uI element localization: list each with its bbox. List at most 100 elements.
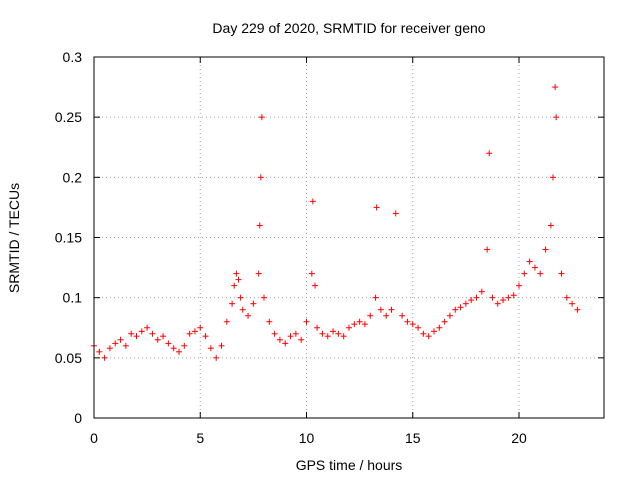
x-tick-label: 0 (90, 430, 98, 446)
y-axis-ticks: 0 0.05 0.1 0.15 0.2 0.25 0.3 (55, 49, 604, 426)
data-point (531, 264, 538, 271)
data-point (197, 324, 204, 331)
x-axis-ticks: 0 5 10 15 20 (90, 57, 527, 446)
data-point (367, 312, 374, 319)
data-point (261, 294, 267, 301)
data-point (324, 333, 331, 340)
data-point (319, 330, 326, 337)
data-point (149, 330, 156, 337)
data-point (484, 246, 491, 253)
data-point (256, 222, 263, 229)
data-point (574, 306, 581, 313)
data-point (346, 324, 352, 331)
data-point (101, 354, 108, 361)
data-point (462, 300, 469, 307)
data-point (361, 321, 368, 328)
gridlines (94, 57, 604, 418)
data-point (420, 330, 427, 337)
y-tick-label: 0.3 (63, 49, 83, 65)
y-axis-label: SRMTID / TECUs (6, 183, 22, 293)
data-point (452, 306, 459, 313)
data-point (181, 342, 188, 349)
data-point (191, 328, 198, 335)
data-point (330, 328, 337, 335)
data-point (457, 304, 464, 311)
data-point (388, 306, 395, 313)
data-point (154, 336, 161, 343)
data-point (255, 270, 262, 277)
data-point (257, 174, 264, 181)
data-point (309, 198, 316, 205)
data-point (526, 258, 533, 265)
data-point (138, 328, 145, 335)
data-point (165, 340, 172, 347)
data-point (106, 345, 113, 352)
data-point (558, 270, 565, 277)
data-point (202, 333, 209, 340)
chart-title: Day 229 of 2020, SRMTID for receiver gen… (212, 20, 485, 36)
data-point (431, 328, 437, 335)
data-point (314, 324, 321, 331)
data-point (218, 342, 225, 349)
x-tick-label: 10 (299, 430, 315, 446)
data-point (372, 294, 379, 301)
data-point (550, 174, 556, 181)
data-point (239, 306, 246, 313)
data-point (351, 321, 358, 328)
data-point (489, 294, 496, 301)
data-point (510, 292, 517, 299)
data-point (235, 276, 242, 283)
data-point (128, 330, 135, 337)
data-point (521, 270, 528, 277)
data-point (266, 318, 273, 325)
data-point (245, 312, 252, 319)
data-point (176, 348, 182, 355)
y-tick-label: 0.05 (55, 350, 82, 366)
data-point (287, 333, 294, 340)
data-point (377, 306, 384, 313)
data-point (271, 330, 278, 337)
data-point (478, 288, 485, 295)
data-point (229, 300, 236, 307)
data-point (409, 321, 416, 328)
data-point (500, 297, 507, 304)
data-point (446, 312, 453, 319)
data-point (250, 300, 257, 307)
data-points (91, 84, 581, 361)
data-point (312, 282, 318, 289)
data-point (117, 336, 124, 343)
data-point (303, 318, 310, 325)
data-point (563, 294, 570, 301)
data-point (282, 340, 289, 347)
data-point (308, 270, 315, 277)
x-axis-label: GPS time / hours (296, 457, 403, 473)
data-point (436, 324, 443, 331)
data-point (298, 336, 305, 343)
data-point (340, 333, 347, 340)
data-point (542, 246, 549, 253)
data-point (112, 340, 119, 347)
data-point (415, 324, 422, 331)
data-point (537, 270, 544, 277)
data-point (207, 345, 214, 352)
data-point (233, 270, 240, 277)
data-point (356, 318, 363, 325)
x-tick-label: 20 (511, 430, 527, 446)
data-point (186, 330, 193, 337)
y-tick-label: 0.25 (55, 109, 82, 125)
y-tick-label: 0 (74, 410, 82, 426)
data-point (569, 300, 576, 307)
data-point (553, 114, 560, 121)
x-tick-label: 5 (196, 430, 204, 446)
data-point (170, 345, 177, 352)
data-point (144, 324, 151, 331)
data-point (392, 210, 399, 217)
y-tick-label: 0.2 (63, 169, 83, 185)
data-point (160, 333, 167, 340)
data-point (122, 342, 129, 349)
data-point (468, 297, 475, 304)
data-point (237, 294, 244, 301)
data-point (547, 222, 554, 229)
data-point (404, 318, 411, 325)
